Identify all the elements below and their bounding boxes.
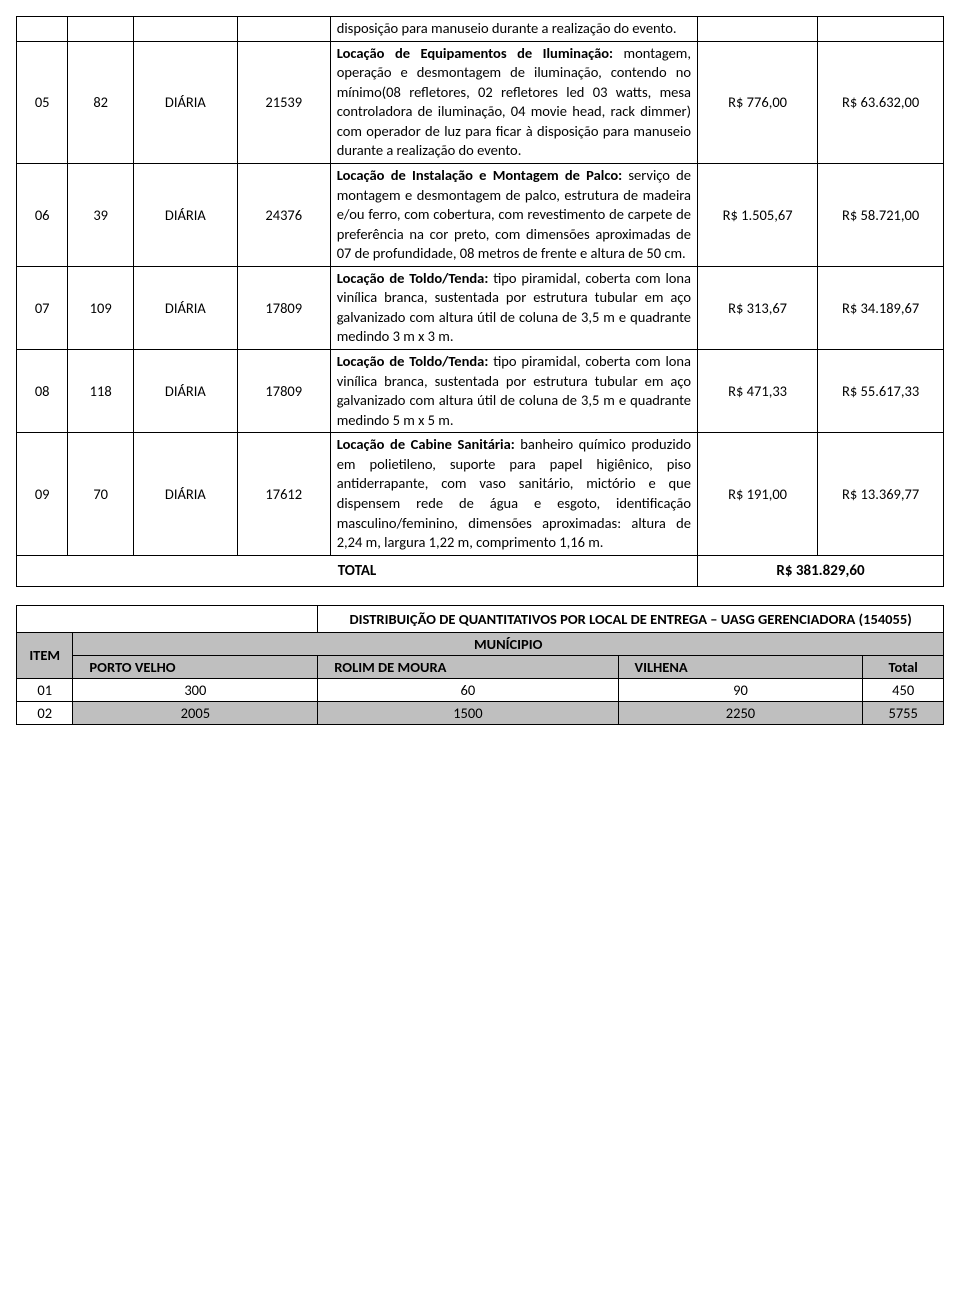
desc-bold: Locação de Toldo/Tenda:	[337, 269, 489, 287]
cell-description: Locação de Instalação e Montagem de Palc…	[330, 163, 697, 266]
cell: R$ 34.189,67	[818, 266, 944, 349]
total-label: TOTAL	[17, 555, 698, 586]
cell-description: Locação de Equipamentos de Iluminação: m…	[330, 41, 697, 163]
cell: R$ 55.617,33	[818, 350, 944, 433]
cell: R$ 13.369,77	[818, 433, 944, 555]
cell: 70	[68, 433, 134, 555]
cell: 08	[17, 350, 68, 433]
cell: R$ 191,00	[698, 433, 818, 555]
cell: R$ 1.505,67	[698, 163, 818, 266]
cell: 17612	[237, 433, 330, 555]
cell: 17809	[237, 266, 330, 349]
cell-description: Locação de Cabine Sanitária: banheiro qu…	[330, 433, 697, 555]
cell: 02	[17, 701, 73, 724]
desc-bold: Locação de Equipamentos de Iluminação:	[337, 44, 613, 62]
main-price-table: disposição para manuseio durante a reali…	[16, 16, 944, 587]
cell: 2005	[73, 701, 318, 724]
cell: R$ 471,33	[698, 350, 818, 433]
cell: 21539	[237, 41, 330, 163]
table-row: 08118DIÁRIA17809Locação de Toldo/Tenda: …	[17, 350, 944, 433]
cell	[698, 17, 818, 42]
table-row: PORTO VELHO ROLIM DE MOURA VILHENA Total	[17, 655, 944, 678]
cell: 06	[17, 163, 68, 266]
cell: DIÁRIA	[133, 350, 237, 433]
cell: 82	[68, 41, 134, 163]
col-header: VILHENA	[618, 655, 863, 678]
desc-bold: Locação de Cabine Sanitária:	[337, 435, 515, 453]
cell: 1500	[318, 701, 618, 724]
cell: DIÁRIA	[133, 266, 237, 349]
total-value: R$ 381.829,60	[698, 555, 944, 586]
cell: R$ 58.721,00	[818, 163, 944, 266]
table-row: 0639DIÁRIA24376 Locação de Instalação e M…	[17, 163, 944, 266]
cell: 09	[17, 433, 68, 555]
cell	[68, 17, 134, 42]
cell: 118	[68, 350, 134, 433]
cell-description: disposição para manuseio durante a reali…	[330, 17, 697, 42]
cell	[133, 17, 237, 42]
col-header: PORTO VELHO	[73, 655, 318, 678]
desc-bold: Locação de Instalação e Montagem de Palc…	[337, 166, 622, 184]
municipio-header: MUNÍCIPIO	[73, 632, 944, 655]
cell	[818, 17, 944, 42]
cell: 24376	[237, 163, 330, 266]
item-header: ITEM	[17, 632, 73, 678]
cell-description: Locação de Toldo/Tenda: tipo piramidal, …	[330, 266, 697, 349]
cell-description: Locação de Toldo/Tenda: tipo piramidal, …	[330, 350, 697, 433]
cell: 07	[17, 266, 68, 349]
cell: R$ 776,00	[698, 41, 818, 163]
table-row: 022005150022505755	[17, 701, 944, 724]
cell: 90	[618, 678, 863, 701]
cell: 01	[17, 678, 73, 701]
total-row: TOTALR$ 381.829,60	[17, 555, 944, 586]
cell: 450	[863, 678, 944, 701]
cell: 300	[73, 678, 318, 701]
cell	[237, 17, 330, 42]
distribution-table: DISTRIBUIÇÃO DE QUANTITATIVOS POR LOCAL …	[16, 605, 944, 725]
cell	[17, 605, 318, 632]
cell: 17809	[237, 350, 330, 433]
cell: DIÁRIA	[133, 433, 237, 555]
col-header: ROLIM DE MOURA	[318, 655, 618, 678]
table-row: 0582DIÁRIA21539Locação de Equipamentos d…	[17, 41, 944, 163]
cell: 109	[68, 266, 134, 349]
cell: R$ 63.632,00	[818, 41, 944, 163]
cell	[17, 17, 68, 42]
cell: DIÁRIA	[133, 41, 237, 163]
table-row: disposição para manuseio durante a reali…	[17, 17, 944, 42]
table-row: 07109DIÁRIA17809Locação de Toldo/Tenda: …	[17, 266, 944, 349]
table-row: DISTRIBUIÇÃO DE QUANTITATIVOS POR LOCAL …	[17, 605, 944, 632]
cell: 39	[68, 163, 134, 266]
cell: 2250	[618, 701, 863, 724]
table-row: ITEM MUNÍCIPIO	[17, 632, 944, 655]
cell: R$ 313,67	[698, 266, 818, 349]
col-header: Total	[863, 655, 944, 678]
cell: 05	[17, 41, 68, 163]
table-row: 013006090450	[17, 678, 944, 701]
distribution-header: DISTRIBUIÇÃO DE QUANTITATIVOS POR LOCAL …	[318, 605, 944, 632]
cell: 60	[318, 678, 618, 701]
table-row: 0970DIÁRIA17612Locação de Cabine Sanitár…	[17, 433, 944, 555]
cell: DIÁRIA	[133, 163, 237, 266]
cell: 5755	[863, 701, 944, 724]
desc-bold: Locação de Toldo/Tenda:	[337, 352, 489, 370]
